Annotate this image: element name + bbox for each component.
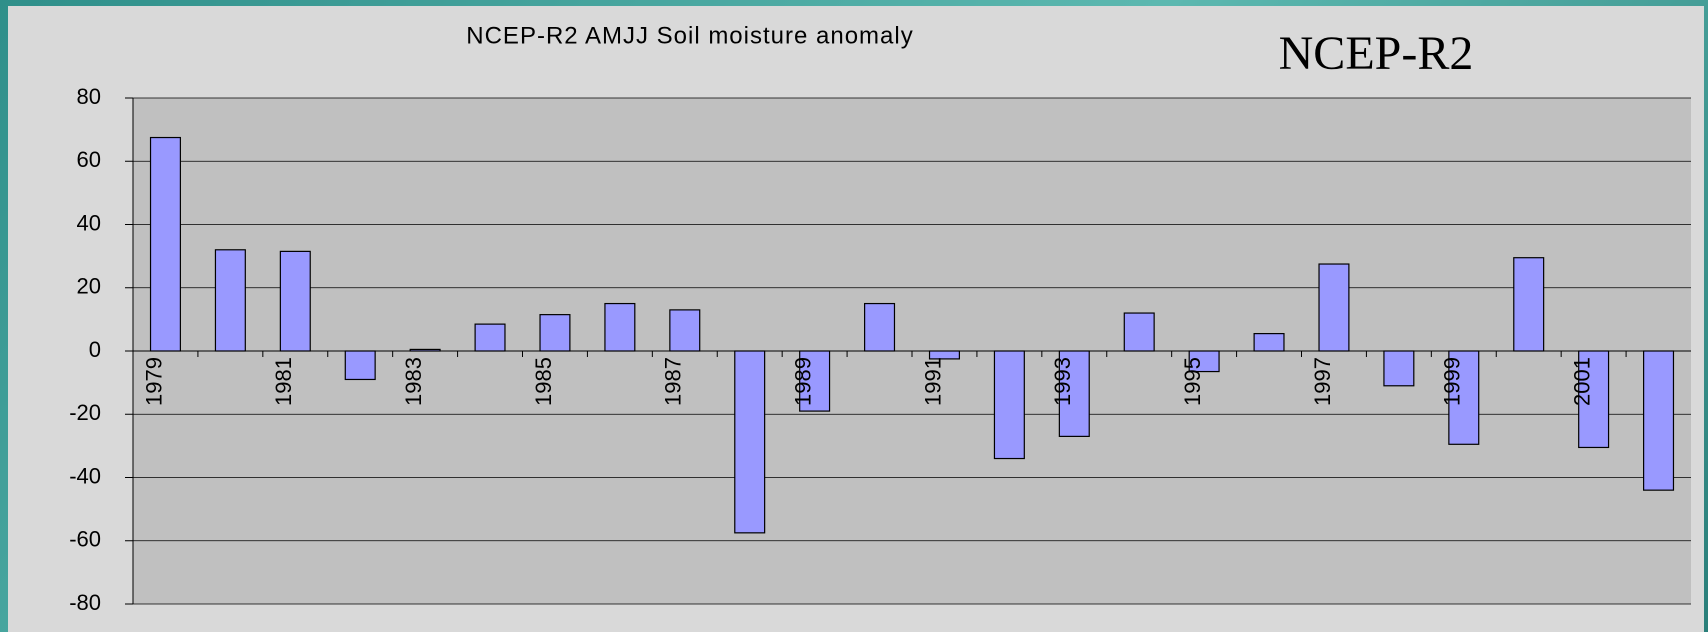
bar: [799, 350, 831, 412]
bar: [604, 302, 636, 352]
y-tick-label: 80: [77, 84, 101, 109]
x-tick-label: 1981: [271, 357, 296, 406]
bar: [1318, 263, 1350, 352]
bar: [344, 350, 376, 381]
x-tick-label: 1989: [790, 357, 815, 406]
y-tick-label: 40: [77, 210, 101, 235]
bar: [1058, 350, 1090, 437]
bar: [539, 314, 571, 352]
annotation: NCEP-R2: [1279, 27, 1474, 80]
y-tick-label: -80: [69, 590, 101, 615]
bar: [474, 323, 506, 352]
y-tick-label: -40: [69, 463, 101, 488]
x-tick-label: 1979: [141, 357, 166, 406]
bar: [214, 249, 246, 352]
x-tick-label: 1999: [1440, 357, 1465, 406]
bar: [1513, 257, 1545, 352]
x-tick-label: 1993: [1050, 357, 1075, 406]
x-tick-label: 1987: [661, 357, 686, 406]
x-tick-label: 2001: [1569, 357, 1594, 406]
bar: [149, 136, 181, 352]
y-tick-label: 60: [77, 147, 101, 172]
bar: [993, 350, 1025, 460]
y-tick-label: 20: [77, 274, 101, 299]
bar: [669, 309, 701, 352]
bar: [1253, 333, 1285, 352]
x-tick-label: 1983: [401, 357, 426, 406]
bar: [279, 250, 311, 352]
y-tick-label: -20: [69, 400, 101, 425]
y-tick-label: -60: [69, 527, 101, 552]
chart-title: NCEP-R2 AMJJ Soil moisture anomaly: [466, 22, 913, 49]
y-tick-label: 0: [89, 337, 101, 362]
x-tick-label: 1997: [1310, 357, 1335, 406]
bar: [864, 302, 896, 352]
bar: [1643, 350, 1675, 491]
bar: [1123, 312, 1155, 352]
x-tick-label: 1995: [1180, 357, 1205, 406]
bar: [734, 350, 766, 534]
x-tick-label: 1985: [531, 357, 556, 406]
bar: [1383, 350, 1415, 387]
x-tick-label: 1991: [920, 357, 945, 406]
